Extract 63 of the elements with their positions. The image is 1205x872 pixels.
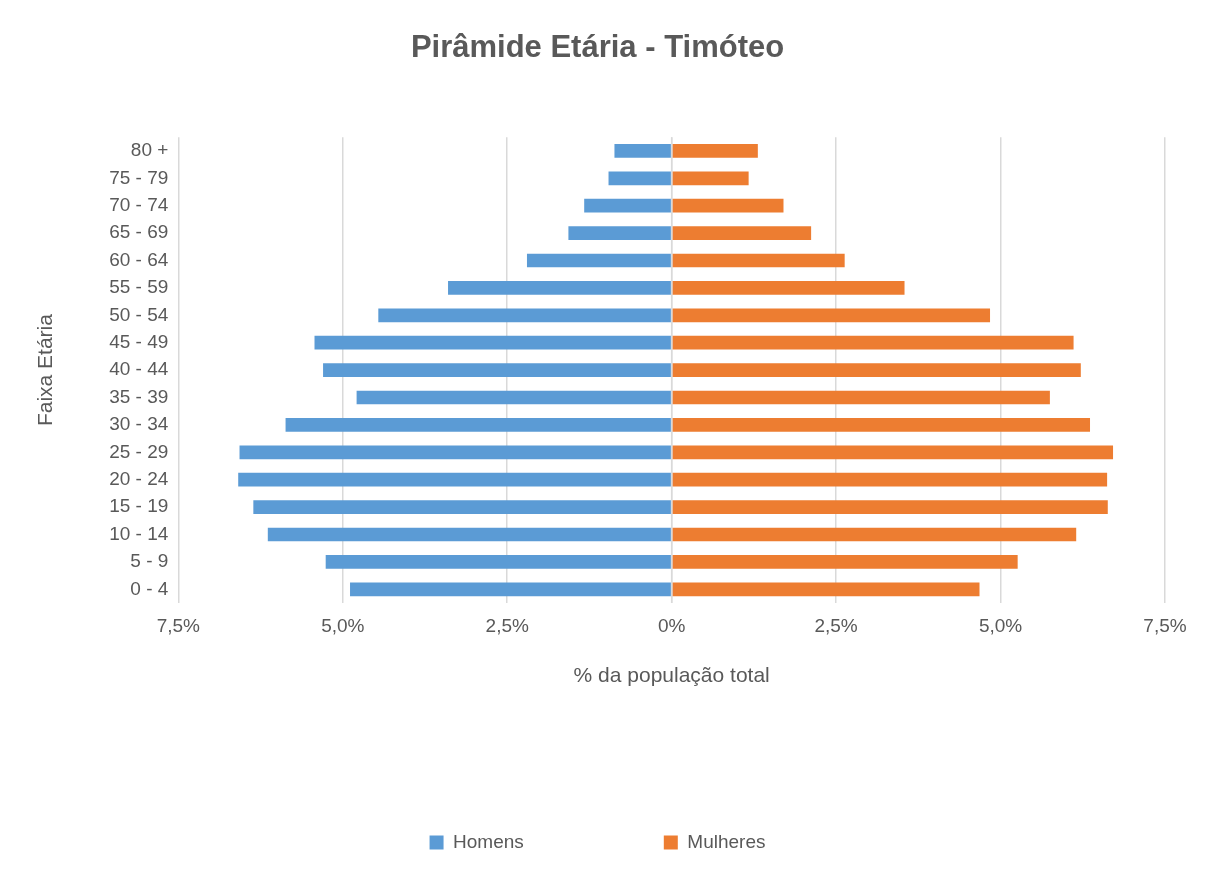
y-tick-label: 60 - 64 [109, 248, 169, 270]
bar [285, 418, 671, 432]
bar [672, 144, 758, 158]
bar [608, 171, 671, 186]
bar [253, 500, 671, 514]
bar [672, 418, 1091, 432]
y-tick-label: 45 - 49 [109, 330, 169, 352]
bar [568, 226, 671, 240]
bar [239, 445, 671, 460]
y-tick-label: 0 - 4 [130, 577, 169, 599]
y-axis-title: Faixa Etária [33, 313, 57, 427]
y-tick-label: 20 - 24 [109, 467, 169, 489]
y-tick-label: 5 - 9 [130, 550, 169, 572]
bar [267, 527, 671, 542]
bar [238, 472, 671, 487]
bar [672, 472, 1108, 487]
bar [526, 253, 671, 268]
x-axis-title: % da população total [573, 663, 770, 687]
bar [672, 171, 749, 186]
bar [672, 363, 1081, 377]
bar [672, 500, 1108, 514]
x-tick-label: 2,5% [814, 614, 858, 636]
y-tick-label: 25 - 29 [109, 440, 169, 462]
bar [614, 144, 671, 158]
x-tick-label: 2,5% [485, 614, 529, 636]
legend-label: Mulheres [687, 830, 766, 852]
bar [323, 363, 671, 377]
bar [672, 445, 1114, 460]
x-tick-label: 5,0% [978, 614, 1023, 636]
y-tick-label: 80 + [130, 139, 169, 161]
y-tick-label: 55 - 59 [109, 276, 169, 298]
bar [350, 582, 671, 597]
y-tick-label: 70 - 74 [109, 193, 169, 215]
bar [672, 226, 812, 240]
y-tick-label: 15 - 19 [109, 495, 169, 517]
bar [356, 390, 671, 405]
x-tick-label: 5,0% [321, 614, 365, 636]
bar [672, 335, 1074, 350]
y-tick-label: 35 - 39 [109, 385, 169, 407]
bar [378, 308, 671, 323]
legend-label: Homens [453, 830, 524, 852]
x-tick-label: 7,5% [156, 614, 201, 636]
bar [672, 555, 1018, 569]
y-tick-label: 65 - 69 [109, 221, 169, 243]
y-tick-label: 50 - 54 [109, 303, 169, 325]
bar [448, 281, 671, 295]
y-tick-label: 30 - 34 [109, 413, 169, 435]
bar [672, 582, 980, 597]
bar [672, 253, 845, 268]
x-tick-label: 0% [657, 614, 686, 636]
bar [584, 198, 671, 213]
chart-title: Pirâmide Etária - Timóteo [410, 29, 785, 65]
bar [672, 308, 991, 323]
bar [672, 527, 1077, 542]
bar [672, 390, 1050, 405]
bar [314, 335, 671, 350]
y-tick-label: 10 - 14 [109, 522, 169, 544]
y-tick-label: 40 - 44 [109, 358, 169, 380]
bar [325, 555, 671, 569]
bar [672, 198, 784, 213]
y-tick-label: 75 - 79 [109, 166, 169, 188]
bar [672, 281, 905, 295]
x-tick-label: 7,5% [1143, 614, 1187, 636]
